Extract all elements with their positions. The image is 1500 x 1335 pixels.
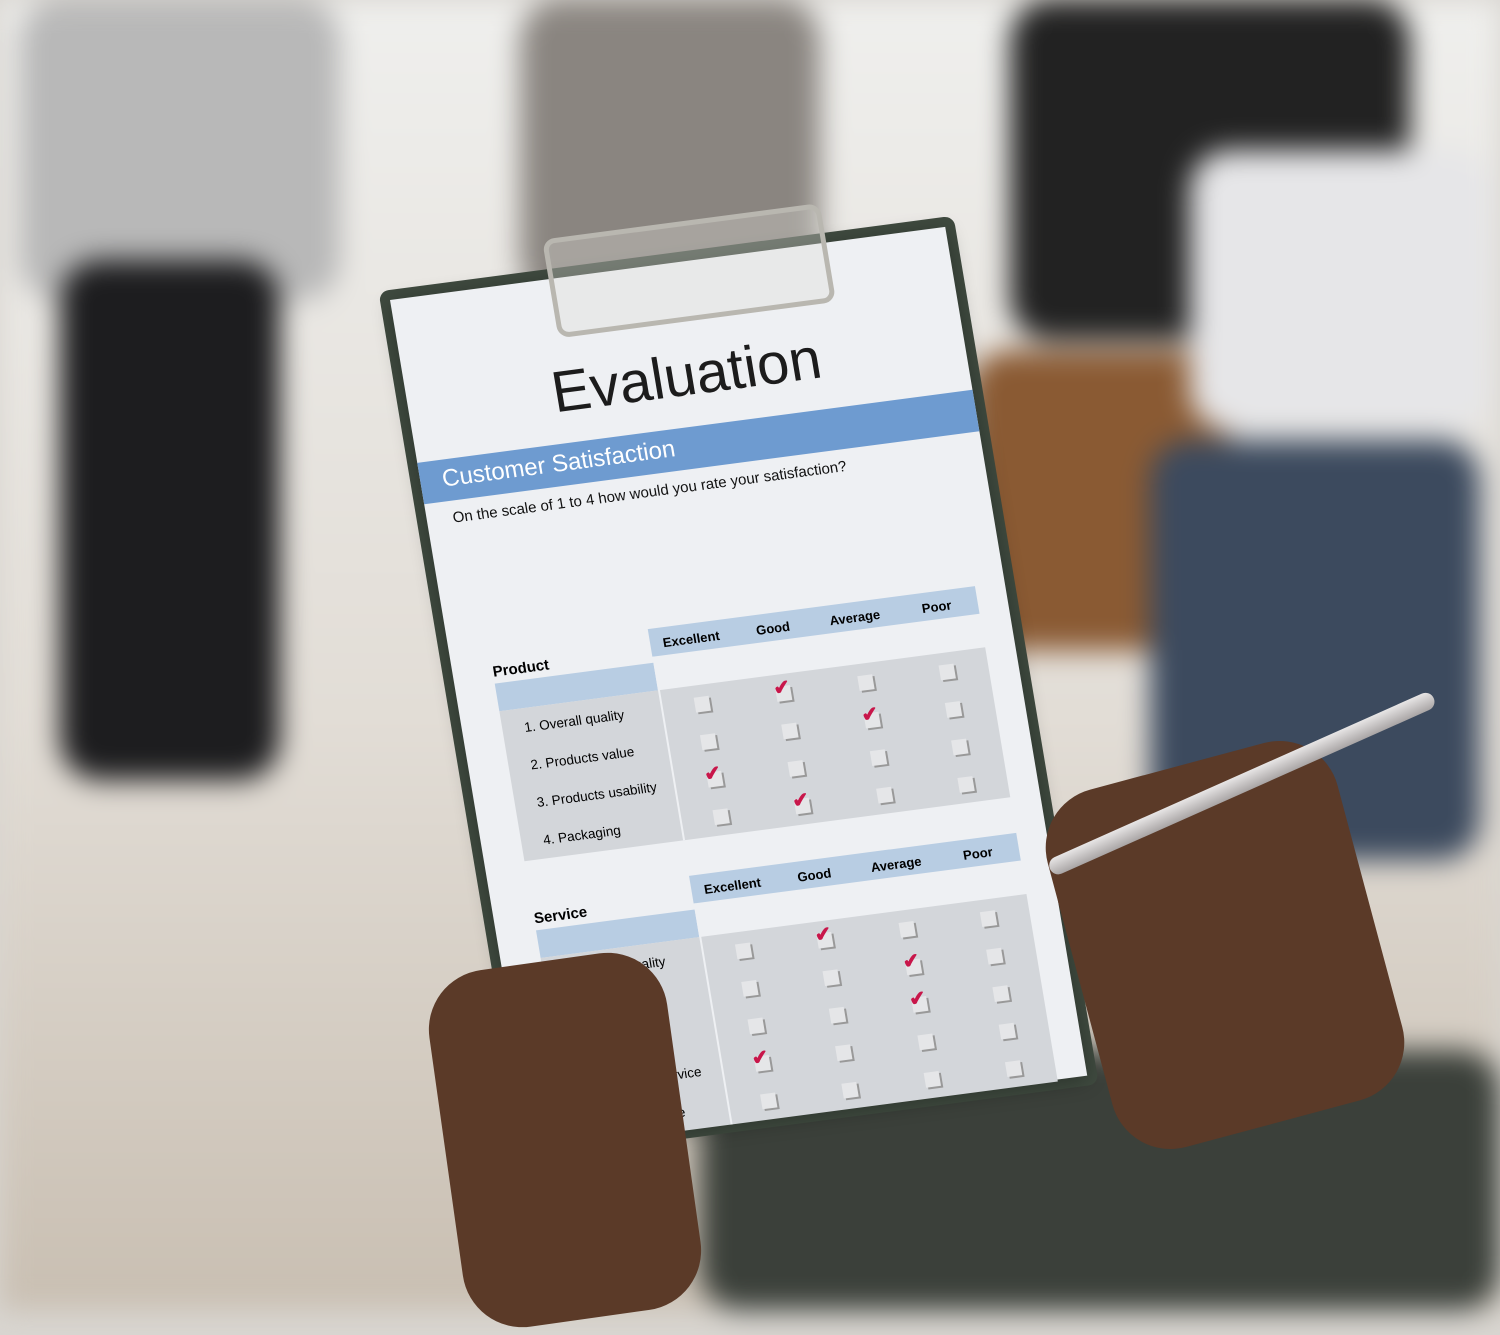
rating-checkbox[interactable]: [759, 1092, 778, 1109]
rating-checkbox[interactable]: [828, 1006, 847, 1024]
column-header: Good: [754, 618, 792, 638]
column-header: Average: [869, 853, 923, 875]
rating-checkbox[interactable]: ✔: [702, 761, 724, 788]
rating-checkbox[interactable]: [747, 1017, 765, 1034]
rating-checkbox[interactable]: ✔: [772, 676, 793, 702]
checkmark-icon: ✔: [702, 761, 723, 786]
rating-checkbox[interactable]: [923, 1070, 941, 1088]
rating-checkbox[interactable]: [781, 722, 799, 739]
rating-checkbox[interactable]: [734, 942, 752, 959]
column-header: Good: [796, 865, 833, 885]
rating-checkbox[interactable]: ✔: [907, 987, 929, 1013]
checkmark-icon: ✔: [812, 922, 834, 947]
rating-checkbox[interactable]: [856, 673, 875, 691]
row-label: 4. Packaging: [541, 822, 622, 848]
rating-checkbox[interactable]: ✔: [813, 922, 834, 949]
rating-checkbox[interactable]: [917, 1033, 935, 1050]
column-header: Poor: [961, 844, 994, 863]
column-headers: Excellent Good Average Poor: [689, 832, 1021, 904]
rating-checkbox[interactable]: [898, 920, 916, 938]
checkmark-icon: ✔: [771, 675, 792, 700]
rating-checkbox[interactable]: [986, 947, 1004, 965]
rating-checkbox[interactable]: [957, 775, 975, 793]
section-product: Product Excellent Good Average Poor 1. Overa…: [489, 586, 1011, 862]
column-header: Excellent: [661, 627, 721, 651]
rating-checkbox[interactable]: [841, 1081, 859, 1099]
rating-checkbox[interactable]: ✔: [750, 1046, 771, 1072]
rating-checkbox[interactable]: [1005, 1059, 1023, 1077]
rating-checkbox[interactable]: [875, 786, 894, 804]
rating-checkbox[interactable]: [740, 979, 759, 997]
rating-checkbox[interactable]: [822, 968, 841, 986]
rating-checkbox[interactable]: [835, 1043, 853, 1061]
rating-checkbox[interactable]: [787, 759, 806, 777]
left-hand: [421, 945, 709, 1335]
rating-checkbox[interactable]: [980, 909, 998, 927]
checkmark-icon: ✔: [859, 702, 880, 727]
column-headers: Excellent Good Average Poor: [647, 586, 980, 657]
rating-checkbox[interactable]: [945, 700, 963, 718]
checkmark-icon: ✔: [907, 986, 928, 1011]
rating-checkbox[interactable]: [992, 984, 1010, 1002]
checkmark-icon: ✔: [901, 949, 922, 974]
rating-checkbox[interactable]: [951, 738, 969, 755]
rating-checkbox[interactable]: ✔: [860, 702, 881, 729]
column-header: Excellent: [702, 874, 763, 897]
checkmark-icon: ✔: [749, 1045, 771, 1070]
rating-checkbox[interactable]: ✔: [790, 788, 812, 814]
rating-checkbox[interactable]: [693, 695, 711, 713]
rating-checkbox[interactable]: [938, 663, 957, 680]
rating-checkbox[interactable]: [712, 807, 730, 825]
rating-checkbox[interactable]: [869, 748, 887, 766]
checkmark-icon: ✔: [790, 788, 811, 813]
rating-checkbox[interactable]: [998, 1022, 1017, 1040]
rating-checkbox[interactable]: [699, 732, 717, 750]
column-header: Poor: [920, 597, 953, 617]
column-header: Average: [828, 606, 882, 629]
rating-checkbox[interactable]: ✔: [901, 949, 922, 975]
